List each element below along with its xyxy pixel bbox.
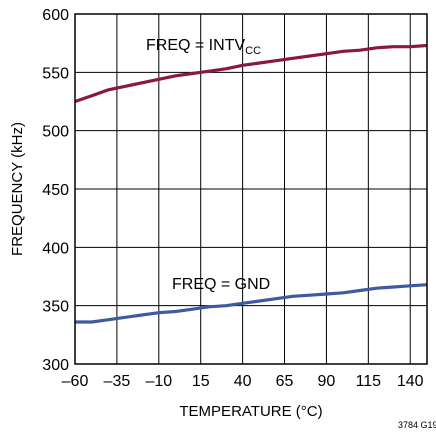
x-tick-label: 90 [318,373,336,390]
y-tick-label: 400 [42,240,69,257]
series-line-0 [74,43,428,104]
x-tick-label: 40 [234,373,252,390]
y-tick-label: 300 [42,357,69,374]
series-lines [74,43,428,324]
series-line-1 [75,283,428,324]
x-tick-label: –10 [145,373,172,390]
x-tick-label: 140 [397,373,424,390]
y-tick-label: 500 [42,124,69,141]
series-label-intvcc-main: FREQ = INTV [146,37,245,54]
y-tick-label: 550 [42,65,69,82]
series-label-gnd: FREQ = GND [172,276,270,293]
x-tick-label: –60 [62,373,89,390]
y-tick-labels: 300 350 400 450 500 550 600 [42,7,69,374]
y-tick-label: 600 [42,7,69,24]
x-tick-label: 115 [356,373,382,390]
x-tick-label: 15 [192,373,210,390]
grid-lines [74,13,427,365]
plot-frame [74,13,428,365]
y-axis-title: FREQUENCY (kHz) [9,122,26,256]
x-tick-labels: –60 –35 –10 15 40 65 90 115 140 [62,373,424,390]
x-tick-label: 65 [276,373,294,390]
y-tick-label: 450 [42,182,69,199]
x-axis-title: TEMPERATURE (°C) [179,403,322,420]
series-label-intvcc-subscript: CC [245,45,261,57]
figure-id: 3784 G19 [398,420,436,430]
x-tick-label: –35 [104,373,131,390]
y-tick-label: 350 [42,299,69,316]
series-label-intvcc: FREQ = INTVCC [146,37,261,57]
